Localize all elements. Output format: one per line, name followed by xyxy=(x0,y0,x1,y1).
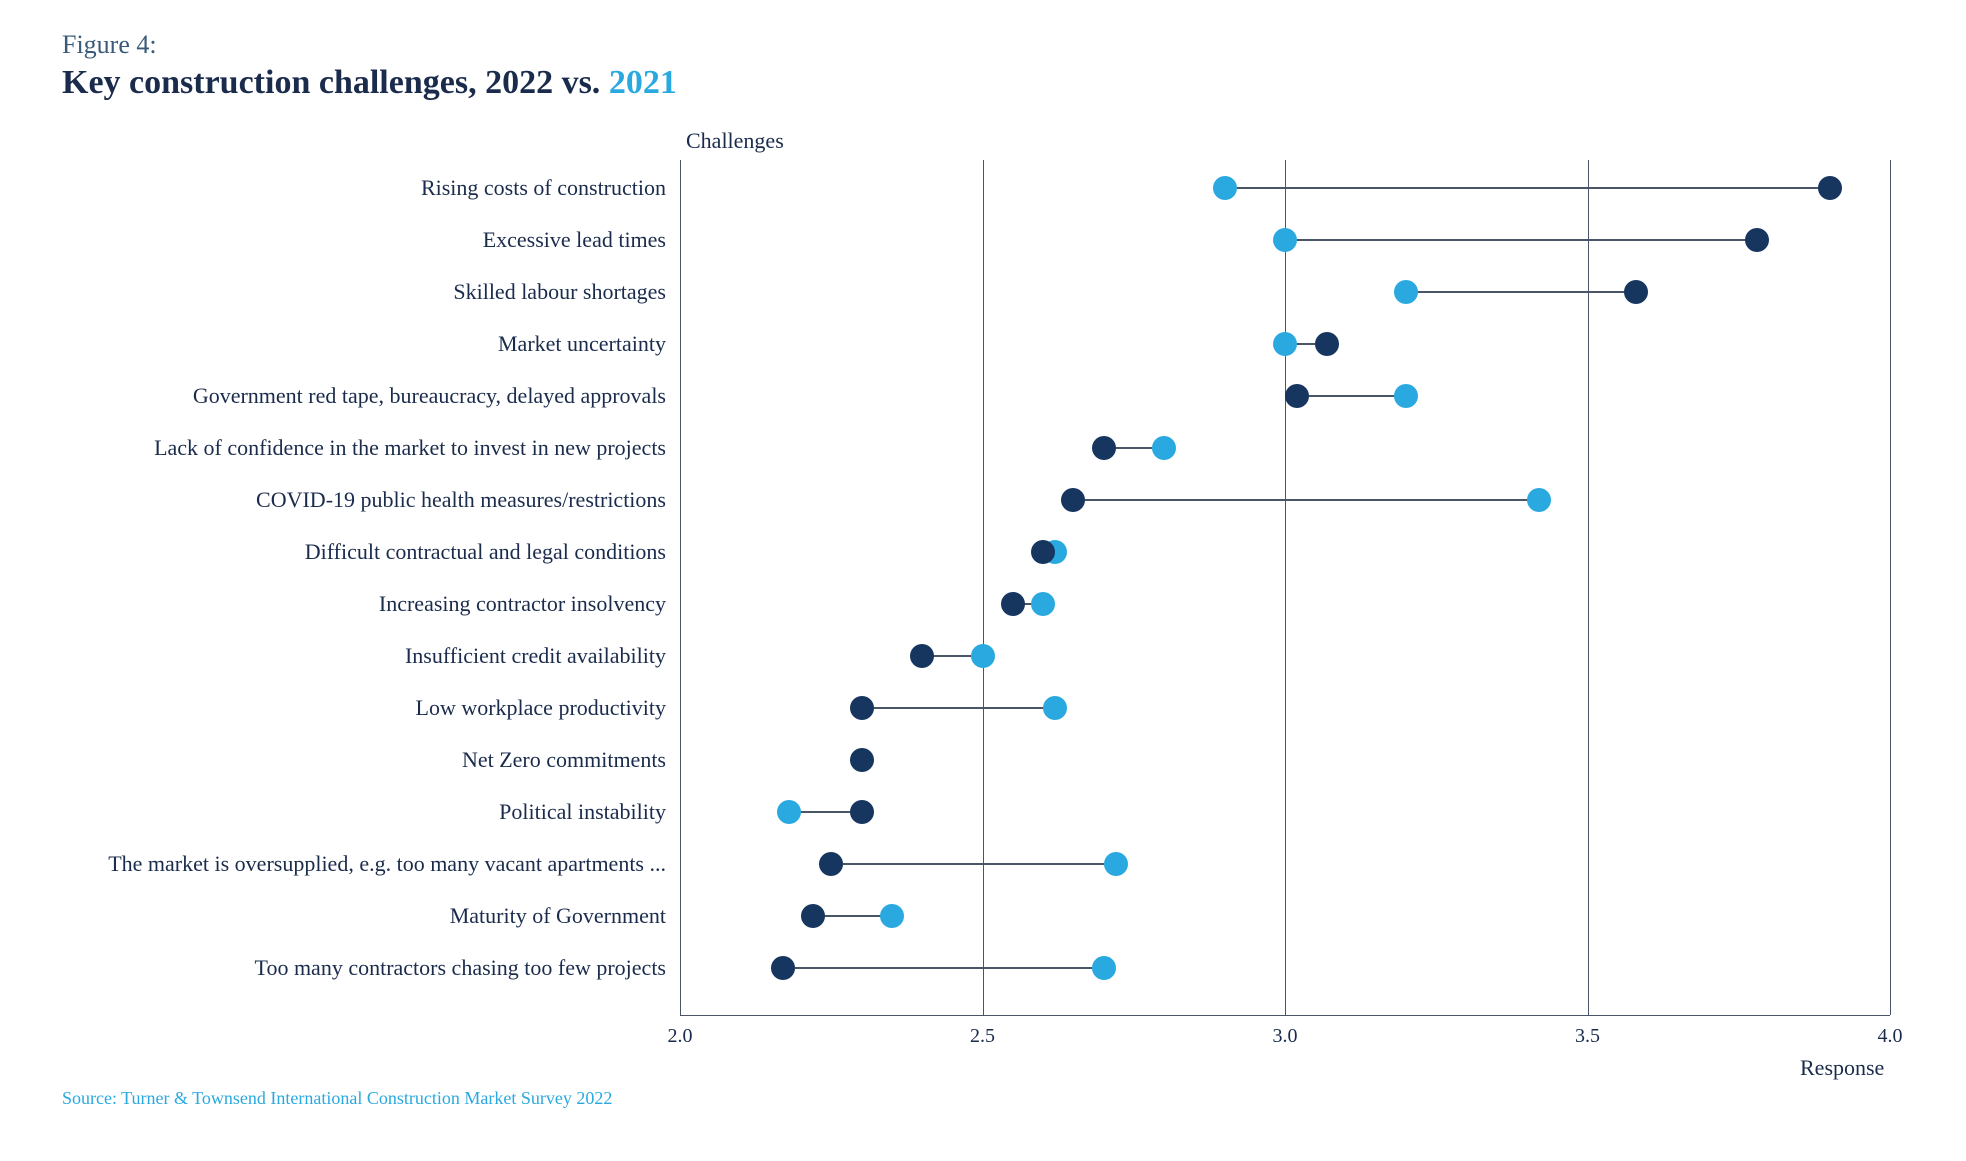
row-label: Rising costs of construction xyxy=(421,175,666,201)
y-axis-title: Challenges xyxy=(686,128,784,154)
dot-2021 xyxy=(777,800,801,824)
dot-2021 xyxy=(1104,852,1128,876)
figure-title-prefix: Key construction challenges, 2022 vs. xyxy=(62,64,609,101)
dumbbell-connector xyxy=(783,967,1104,969)
dumbbell-connector xyxy=(831,863,1115,865)
figure-title: Key construction challenges, 2022 vs. 20… xyxy=(62,64,1906,102)
dot-2021 xyxy=(1213,176,1237,200)
dot-2022 xyxy=(1092,436,1116,460)
dot-2022 xyxy=(850,696,874,720)
grid-line xyxy=(1285,160,1286,1015)
x-axis-line xyxy=(680,1015,1890,1016)
dot-2022 xyxy=(1061,488,1085,512)
dumbbell-connector xyxy=(1406,291,1636,293)
dot-2021 xyxy=(880,904,904,928)
dumbbell-connector xyxy=(862,707,1056,709)
row-label: The market is oversupplied, e.g. too man… xyxy=(108,851,666,877)
dumbbell-connector xyxy=(1073,499,1539,501)
dot-2021 xyxy=(1527,488,1551,512)
dot-2022 xyxy=(1818,176,1842,200)
dot-2021 xyxy=(1273,228,1297,252)
row-label: Insufficient credit availability xyxy=(405,643,666,669)
dot-2021 xyxy=(971,644,995,668)
dot-2022 xyxy=(850,748,874,772)
row-label: Market uncertainty xyxy=(498,331,666,357)
figure-container: Figure 4: Key construction challenges, 2… xyxy=(0,0,1966,1161)
dot-2022 xyxy=(1001,592,1025,616)
dot-2021 xyxy=(1092,956,1116,980)
dot-2022 xyxy=(910,644,934,668)
row-label: COVID-19 public health measures/restrict… xyxy=(256,487,666,513)
x-tick-label: 3.0 xyxy=(1273,1025,1298,1048)
row-label: Excessive lead times xyxy=(483,227,666,253)
dot-2022 xyxy=(1031,540,1055,564)
row-label: Difficult contractual and legal conditio… xyxy=(305,539,666,565)
dot-2022 xyxy=(1315,332,1339,356)
dot-2022 xyxy=(801,904,825,928)
source-text: Source: Turner & Townsend International … xyxy=(62,1088,1906,1109)
figure-label: Figure 4: xyxy=(62,30,1906,60)
plot-region: 2.02.53.03.54.0 xyxy=(680,160,1890,1015)
dot-2021 xyxy=(1043,696,1067,720)
row-label: Government red tape, bureaucracy, delaye… xyxy=(193,383,666,409)
x-tick-label: 3.5 xyxy=(1575,1025,1600,1048)
dumbbell-connector xyxy=(1225,187,1830,189)
x-axis-title: Response xyxy=(1800,1055,1884,1081)
dot-2021 xyxy=(1394,280,1418,304)
dot-2021 xyxy=(1031,592,1055,616)
row-label: Lack of confidence in the market to inve… xyxy=(154,435,666,461)
row-label: Low workplace productivity xyxy=(416,695,667,721)
grid-line xyxy=(1588,160,1589,1015)
row-label: Maturity of Government xyxy=(450,903,666,929)
dot-2022 xyxy=(819,852,843,876)
dot-2022 xyxy=(850,800,874,824)
x-tick-label: 2.5 xyxy=(970,1025,995,1048)
dot-2022 xyxy=(1624,280,1648,304)
dot-2021 xyxy=(1152,436,1176,460)
row-label: Net Zero commitments xyxy=(462,747,666,773)
dot-2021 xyxy=(1273,332,1297,356)
dumbbell-connector xyxy=(1285,239,1757,241)
dot-2022 xyxy=(1285,384,1309,408)
dot-2022 xyxy=(771,956,795,980)
x-tick-label: 4.0 xyxy=(1878,1025,1903,1048)
dot-2022 xyxy=(1745,228,1769,252)
x-tick-label: 2.0 xyxy=(668,1025,693,1048)
row-label: Increasing contractor insolvency xyxy=(379,591,666,617)
dumbbell-connector xyxy=(1297,395,1406,397)
grid-line xyxy=(983,160,984,1015)
row-label: Political instability xyxy=(499,799,666,825)
row-label: Skilled labour shortages xyxy=(453,279,666,305)
chart-area: Challenges 2.02.53.03.54.0 Response Risi… xyxy=(60,120,1900,1080)
dot-2021 xyxy=(1394,384,1418,408)
grid-line xyxy=(1890,160,1891,1015)
figure-title-accent: 2021 xyxy=(609,64,677,101)
row-label: Too many contractors chasing too few pro… xyxy=(255,955,666,981)
grid-line xyxy=(680,160,681,1015)
